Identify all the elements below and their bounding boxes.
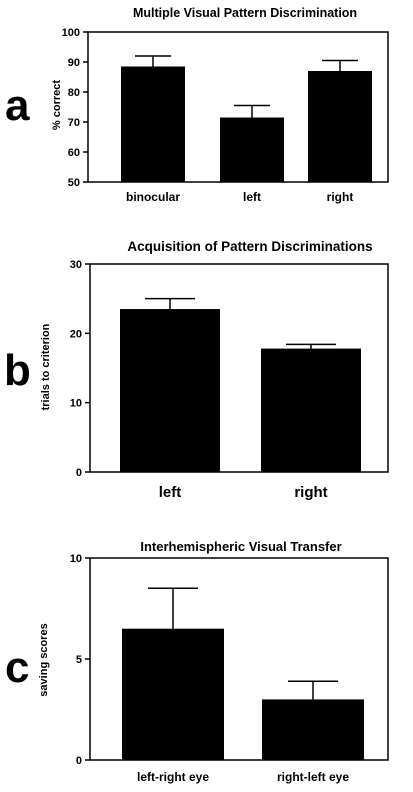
- category-label: left: [243, 190, 261, 204]
- category-label: right: [327, 190, 354, 204]
- category-label: binocular: [126, 190, 180, 204]
- chart-panel-a: Multiple Visual Pattern Discrimination a%…: [5, 6, 389, 204]
- y-tick-label: 0: [76, 755, 82, 767]
- y-tick-label: 70: [68, 117, 80, 129]
- chart-panel-c: Interhemispheric Visual Transfer c saving …: [5, 539, 389, 784]
- bar: [262, 699, 364, 760]
- y-tick-label: 20: [70, 328, 82, 340]
- panel-label: c: [5, 643, 29, 692]
- panel-label: a: [5, 81, 30, 130]
- chart-title: Multiple Visual Pattern Discrimination: [133, 6, 357, 20]
- bar: [122, 628, 224, 760]
- category-label: right-left eye: [277, 770, 349, 784]
- panel-label: b: [4, 346, 31, 395]
- y-tick-label: 10: [70, 553, 82, 565]
- y-tick-label: 100: [62, 27, 80, 39]
- category-label: left: [159, 484, 182, 501]
- y-tick-label: 0: [76, 467, 82, 479]
- plot-frame: [89, 263, 389, 473]
- y-tick-label: 5: [76, 654, 82, 666]
- category-label: right: [294, 484, 327, 501]
- y-tick-label: 90: [68, 57, 80, 69]
- bar: [261, 348, 361, 472]
- chart-title: Interhemispheric Visual Transfer: [140, 539, 341, 554]
- y-axis-label: % correct: [51, 80, 63, 130]
- y-tick-label: 60: [68, 147, 80, 159]
- bar: [120, 309, 220, 472]
- chart-panel-b: Acquisition of Pattern Discriminations b t…: [4, 239, 389, 501]
- y-tick-label: 80: [68, 87, 80, 99]
- bar: [308, 71, 372, 182]
- y-tick-label: 30: [70, 259, 82, 271]
- y-tick-label: 50: [68, 177, 80, 189]
- bar: [121, 66, 185, 182]
- y-axis-label: saving scores: [38, 623, 50, 696]
- category-label: left-right eye: [137, 770, 209, 784]
- y-axis-label: trials to criterion: [40, 323, 52, 410]
- y-tick-label: 10: [70, 398, 82, 410]
- chart-title: Acquisition of Pattern Discriminations: [127, 239, 372, 254]
- bar: [220, 117, 284, 182]
